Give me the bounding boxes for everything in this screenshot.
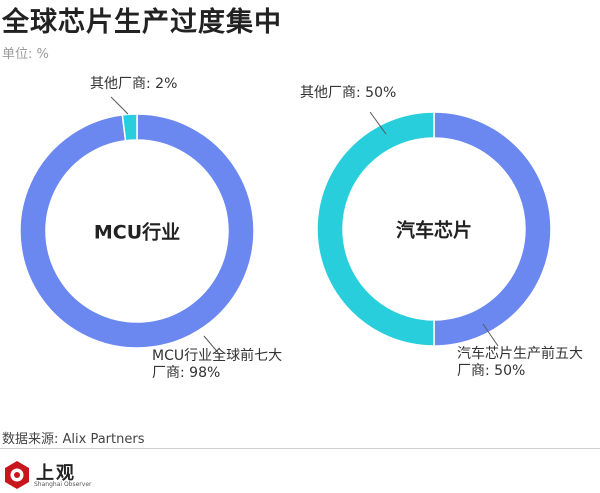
donut-2-slice-1 bbox=[433, 111, 552, 347]
donut-1-data-label-1-line-2: 厂商: 98% bbox=[152, 365, 220, 381]
donut-1-slice-2 bbox=[121, 113, 138, 142]
donut-1-center-label: MCU行业 bbox=[94, 221, 180, 244]
donut-2-data-label-2-line-1: 其他厂商: 50% bbox=[300, 85, 396, 101]
donut-1-data-label-1: MCU行业全球前七大厂商: 98% bbox=[152, 347, 282, 381]
donut-2-leader-line-1 bbox=[482, 323, 499, 347]
donut-2-slice-2 bbox=[316, 111, 435, 347]
logo-english-name: Shanghai Observer bbox=[34, 481, 92, 488]
donut-2-data-label-2: 其他厂商: 50% bbox=[300, 85, 396, 101]
donut-2-center-label: 汽车芯片 bbox=[396, 219, 472, 242]
footer-divider bbox=[0, 448, 600, 449]
donut-2-leader-line-2 bbox=[369, 111, 387, 135]
logo-wordmark: 上观 bbox=[36, 463, 76, 484]
chart-title: 全球芯片生产过度集中 bbox=[2, 7, 282, 38]
donut-1-data-label-2: 其他厂商: 2% bbox=[90, 76, 177, 92]
shanghai-observer-logo-icon bbox=[5, 461, 29, 489]
source-note: 数据来源: Alix Partners bbox=[2, 432, 145, 447]
donut-1-data-label-2-line-1: 其他厂商: 2% bbox=[90, 76, 177, 92]
donut-2-data-label-1-line-2: 厂商: 50% bbox=[457, 363, 525, 379]
donut-1-leader-line-1 bbox=[203, 335, 221, 356]
donut-2-data-label-1-line-1: 汽车芯片生产前五大 bbox=[457, 345, 583, 362]
donut-2-data-label-1: 汽车芯片生产前五大厂商: 50% bbox=[457, 345, 583, 379]
unit-label: 单位: % bbox=[2, 47, 49, 62]
donut-charts: MCU行业 MCU行业全球前七大厂商: 98% 其他厂商: 2% 汽车芯片汽车芯片生产… bbox=[19, 76, 583, 381]
donut-1-data-label-1-line-1: MCU行业全球前七大 bbox=[152, 347, 282, 364]
donut-1-leader-line-2 bbox=[110, 96, 129, 115]
donut-1-slice-1 bbox=[19, 113, 255, 349]
